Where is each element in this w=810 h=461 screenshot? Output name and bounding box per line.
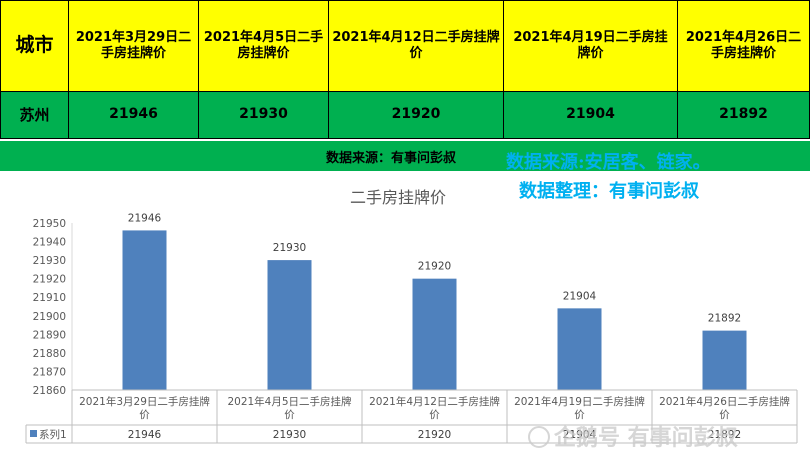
header-label: 2021年3月29日二手房挂牌价 — [75, 29, 192, 61]
y-tick-label: 21890 — [33, 329, 66, 341]
table-header-date-1: 2021年3月29日二手房挂牌价 — [68, 0, 199, 92]
data-table-value: 21892 — [708, 429, 741, 441]
y-tick-label: 21950 — [33, 218, 66, 230]
penguin-logo-icon — [528, 426, 550, 448]
header-label: 2021年4月12日二手房挂牌价 — [332, 29, 500, 61]
data-label: 21904 — [563, 290, 597, 302]
value-label: 21930 — [239, 106, 288, 123]
data-table-value: 21920 — [418, 429, 451, 441]
value-label: 21946 — [109, 106, 158, 123]
header-label: 2021年4月5日二手房挂牌价 — [203, 29, 324, 61]
bar — [122, 230, 167, 390]
data-label: 21920 — [418, 261, 451, 273]
watermark: 企鹅号 有事问彭叔 — [528, 420, 738, 452]
x-tick-label: 2021年3月29日二手房挂牌价 — [79, 395, 210, 421]
x-tick-label: 2021年4月26日二手房挂牌价 — [659, 395, 790, 421]
table-cell-value-5: 21892 — [677, 91, 810, 139]
data-table-value: 21946 — [128, 429, 162, 441]
city-header-label: 城市 — [15, 34, 54, 57]
value-label: 21892 — [719, 106, 768, 123]
data-label: 21946 — [128, 212, 162, 224]
y-tick-label: 21860 — [33, 385, 66, 397]
table-header-date-3: 2021年4月12日二手房挂牌价 — [328, 0, 504, 92]
table-header-date-4: 2021年4月19日二手房挂牌价 — [503, 0, 678, 92]
data-label: 21892 — [708, 313, 741, 325]
source-bar — [0, 141, 810, 171]
y-tick-label: 21880 — [33, 348, 66, 360]
x-tick-label: 2021年4月19日二手房挂牌价 — [514, 395, 645, 421]
watermark-text: 企鹅号 有事问彭叔 — [554, 426, 738, 451]
x-tick-label: 2021年4月12日二手房挂牌价 — [369, 395, 500, 421]
bar — [267, 260, 312, 390]
data-table-value: 21930 — [273, 429, 306, 441]
series-name: 系列1 — [39, 428, 67, 441]
y-tick-label: 21910 — [33, 292, 66, 304]
chart-title: 二手房挂牌价 — [350, 188, 447, 207]
y-tick-label: 21900 — [33, 311, 66, 323]
table-cell-city: 苏州 — [0, 91, 69, 139]
data-label: 21930 — [273, 242, 306, 254]
table-cell-value-2: 21930 — [198, 91, 329, 139]
bar — [702, 330, 747, 390]
table-cell-value-4: 21904 — [503, 91, 678, 139]
city-label: 苏州 — [19, 105, 50, 124]
y-tick-label: 21930 — [33, 255, 66, 267]
y-tick-label: 21870 — [33, 366, 66, 378]
table-cell-value-1: 21946 — [68, 91, 199, 139]
data-compiler-annotation: 数据整理：有事问彭叔 — [519, 181, 699, 202]
y-tick-label: 21920 — [33, 274, 66, 286]
header-label: 2021年4月26日二手房挂牌价 — [685, 29, 802, 61]
bar — [557, 308, 602, 390]
source-text: 数据来源：有事问彭叔 — [326, 151, 457, 166]
data-table-value: 21904 — [563, 429, 597, 441]
value-label: 21904 — [566, 106, 615, 123]
bar — [412, 278, 457, 390]
data-source-annotation: 数据来源:安居客、链家。 — [506, 152, 711, 173]
legend-swatch — [30, 430, 37, 437]
y-tick-label: 21940 — [33, 237, 66, 249]
table-header-date-5: 2021年4月26日二手房挂牌价 — [677, 0, 810, 92]
value-label: 21920 — [391, 106, 441, 123]
table-cell-value-3: 21920 — [328, 91, 504, 139]
table-header-city: 城市 — [0, 0, 69, 92]
header-label: 2021年4月19日二手房挂牌价 — [513, 29, 668, 61]
x-tick-label: 2021年4月5日二手房挂牌价 — [227, 395, 352, 421]
